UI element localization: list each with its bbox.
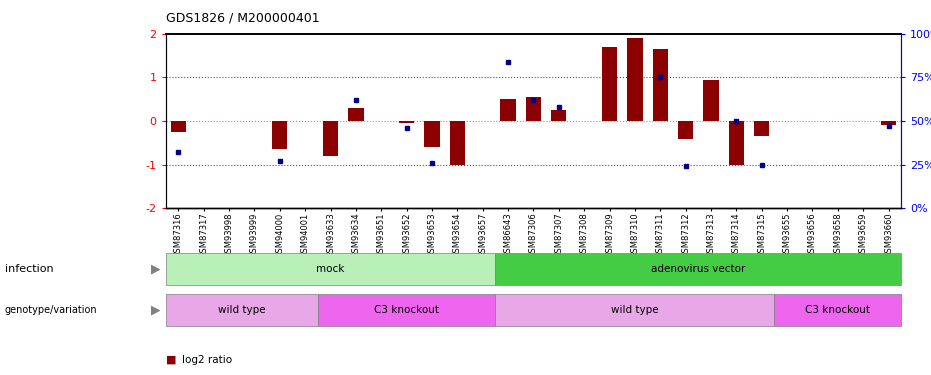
- Bar: [272, 121, 288, 149]
- Bar: [627, 38, 642, 121]
- Bar: [653, 49, 668, 121]
- Bar: [348, 108, 363, 121]
- Text: wild type: wild type: [611, 305, 659, 315]
- Bar: [754, 121, 769, 136]
- Bar: [323, 121, 338, 156]
- Bar: [170, 121, 186, 132]
- Text: C3 knockout: C3 knockout: [374, 305, 439, 315]
- Bar: [881, 121, 897, 125]
- Text: log2 ratio: log2 ratio: [182, 355, 233, 365]
- Text: ▶: ▶: [152, 304, 161, 317]
- Text: adenovirus vector: adenovirus vector: [651, 264, 746, 274]
- Bar: [501, 99, 516, 121]
- Bar: [602, 47, 617, 121]
- Text: GDS1826 / M200000401: GDS1826 / M200000401: [166, 11, 319, 24]
- Bar: [678, 121, 694, 139]
- Bar: [551, 110, 566, 121]
- Text: genotype/variation: genotype/variation: [5, 305, 97, 315]
- Text: wild type: wild type: [218, 305, 265, 315]
- Bar: [526, 97, 541, 121]
- Text: infection: infection: [5, 264, 53, 274]
- Bar: [704, 80, 719, 121]
- Bar: [729, 121, 744, 165]
- Bar: [425, 121, 439, 147]
- Bar: [450, 121, 465, 165]
- Text: C3 knockout: C3 knockout: [805, 305, 870, 315]
- Text: mock: mock: [317, 264, 344, 274]
- Text: ▶: ▶: [152, 262, 161, 276]
- Bar: [399, 121, 414, 123]
- Text: ■: ■: [166, 355, 176, 365]
